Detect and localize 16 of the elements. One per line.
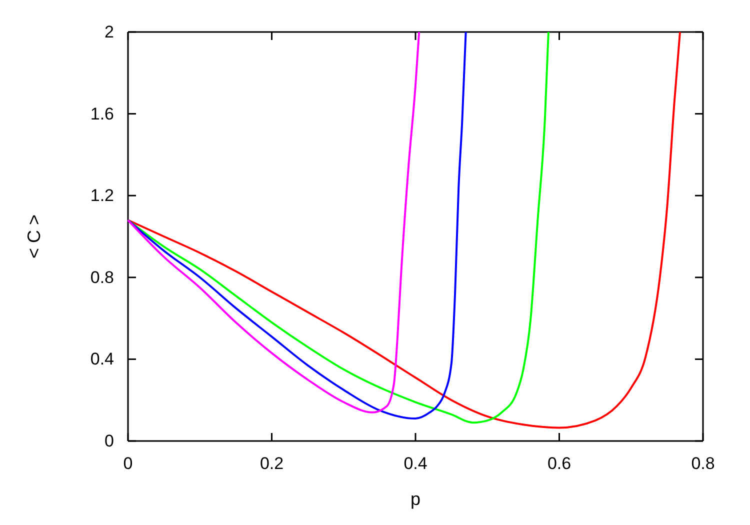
line-series [127,31,550,424]
y-tick-label: 2 [104,22,114,42]
x-tick-label: 0 [123,454,133,474]
y-tick-label: 1.2 [90,186,114,206]
x-tick-label: 0.8 [691,454,715,474]
x-axis-title: p [410,489,421,509]
x-tick-label: 0.2 [260,454,284,474]
line-series [127,31,681,429]
y-tick-label: 0.4 [90,350,114,369]
y-tick-label: 0 [104,431,114,450]
x-tick-label: 0.6 [547,454,572,474]
y-axis-title: < C > [24,214,44,259]
x-tick-label: 0.4 [404,454,428,474]
y-tick-label: 1.6 [90,104,114,124]
y-tick-label: 0.8 [90,268,114,287]
line-series [127,31,420,414]
